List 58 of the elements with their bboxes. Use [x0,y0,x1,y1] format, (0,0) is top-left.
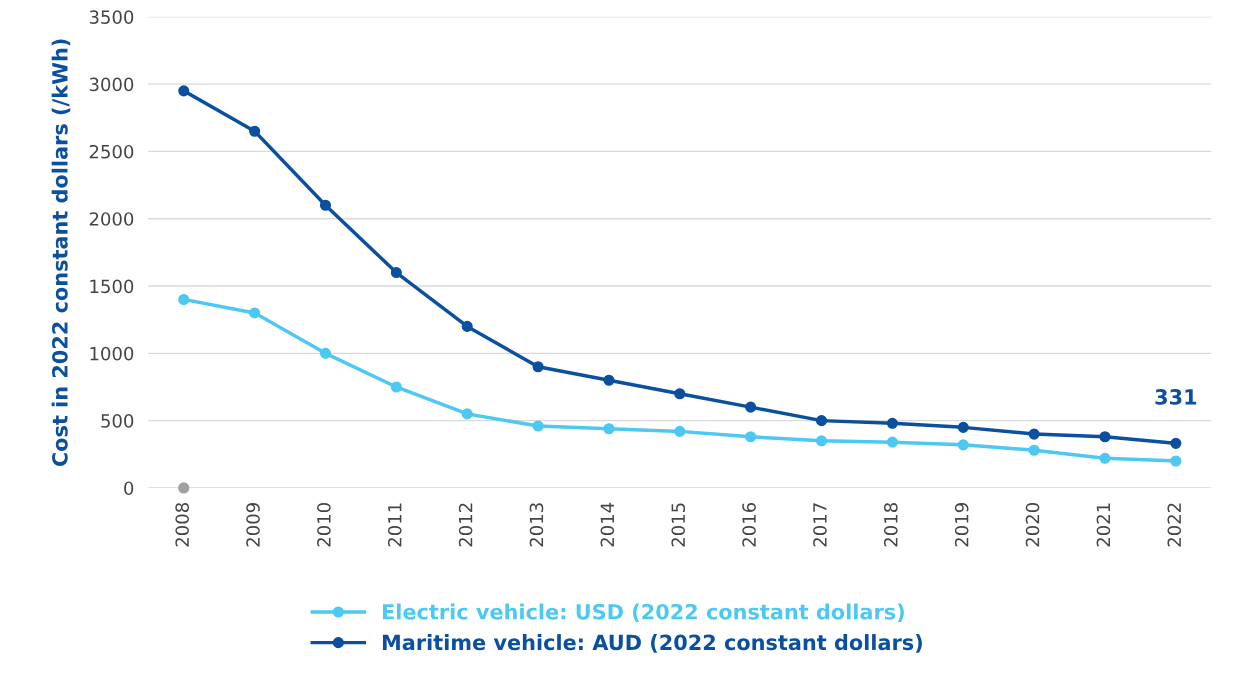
point [1028,428,1040,440]
x-tick-label: 2021 [1096,503,1111,547]
point [1099,452,1111,464]
point [603,423,615,435]
point [390,381,402,393]
x-tick-label: 2015 [671,503,686,547]
x-tick-label: 2009 [246,503,260,547]
point [461,320,473,332]
point [461,408,473,420]
point [1170,437,1182,449]
y-tick-label: 1500 [90,279,134,294]
point [178,85,190,97]
x-tick-label: 2022 [1167,503,1182,547]
legend-label: Electric vehicle: USD (2022 constant dollars) [382,603,904,623]
point [815,415,828,427]
x-tick-label: 2019 [954,503,969,547]
x-tick-label: 2020 [1025,503,1040,547]
point [249,307,261,319]
point [886,417,898,429]
point [249,125,261,137]
y-tick-label: 2500 [89,144,134,159]
point [886,436,898,448]
x-tick-label: 2008 [175,503,189,547]
point [1028,444,1040,456]
point [957,421,969,433]
y-tick-label: 3000 [89,77,134,92]
x-tick-label: 2012 [458,503,473,547]
point [319,347,332,359]
y-tick-label: 500 [101,414,134,428]
legend-label: Maritime vehicle: AUD (2022 constant dollars) [382,634,922,653]
x-tick-label: 2010 [317,503,331,547]
annotation: 331 [1155,389,1197,405]
point [674,388,686,400]
x-tick-label: 2013 [529,503,544,547]
point [390,267,402,279]
point [815,435,828,447]
point [603,374,615,386]
x-tick-label: 2011 [387,503,402,547]
point [745,401,757,413]
point [957,439,969,451]
point [178,293,190,306]
point [674,425,686,437]
x-tick-label: 2018 [883,503,898,547]
y-tick-label: 0 [124,481,134,496]
point [532,361,544,373]
y-axis-title: Cost in 2022 constant dollars (/kWh) [51,39,71,467]
point [178,482,190,494]
y-tick-label: 3500 [89,10,134,24]
x-tick-label: 2016 [742,502,756,547]
point [745,431,757,443]
x-tick-label: 2014 [600,502,615,547]
point [1099,431,1111,443]
y-tick-label: 2000 [89,212,134,226]
x-tick-label: 2017 [813,503,827,547]
y-tick-label: 1000 [90,346,134,361]
point [1170,455,1182,467]
point [532,420,544,432]
point [319,199,332,211]
